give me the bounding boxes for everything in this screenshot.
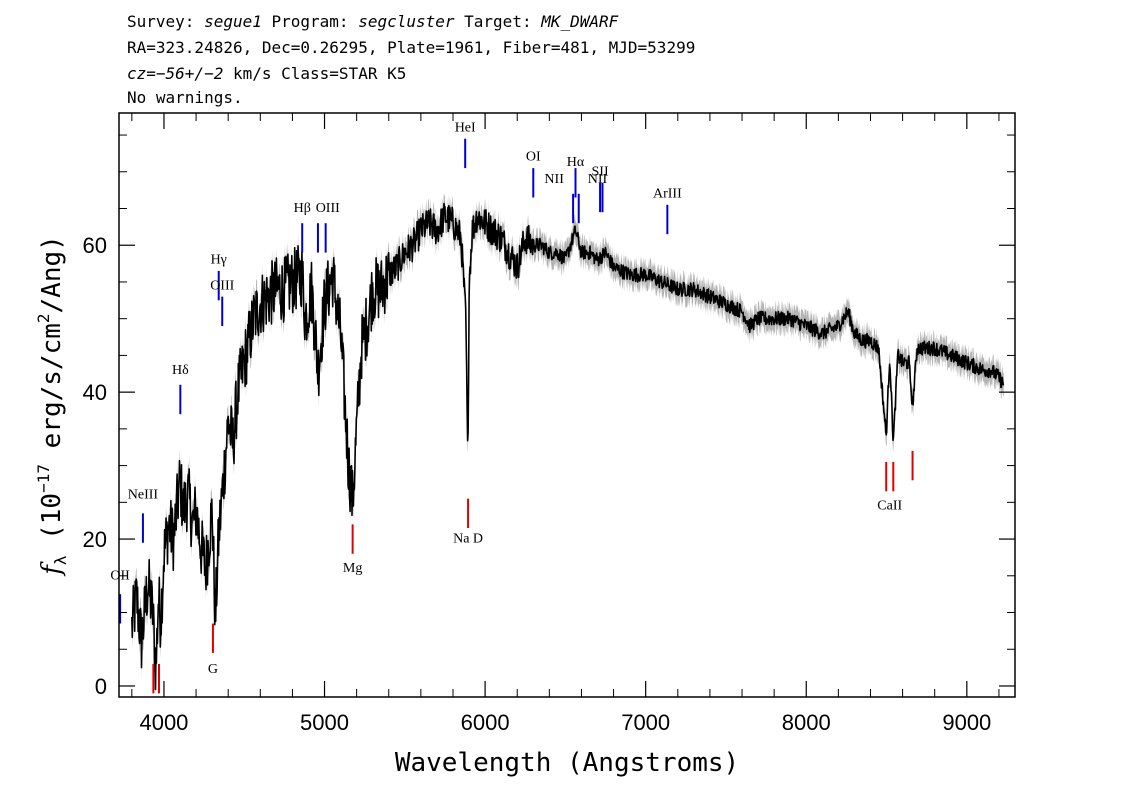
header-line-redshift: cz=−56+/−2 km/s Class=STAR K5 xyxy=(127,64,407,83)
marker-label: CaII xyxy=(877,499,902,514)
error-band xyxy=(131,191,1004,697)
marker-label: Hδ xyxy=(172,363,189,378)
marker-label: OI xyxy=(526,150,541,165)
marker-label: OIII xyxy=(316,201,340,216)
header-line-coordinates: RA=323.24826, Dec=0.26295, Plate=1961, F… xyxy=(127,38,696,57)
x-tick-label: 8000 xyxy=(782,710,831,735)
y-tick-label: 0 xyxy=(95,674,107,699)
x-axis-label: Wavelength (Angstroms) xyxy=(395,748,739,778)
x-tick-label: 6000 xyxy=(461,710,510,735)
x-tick-label: 9000 xyxy=(942,710,991,735)
marker-label: Hα xyxy=(567,155,585,170)
marker-label: Hβ xyxy=(294,201,311,216)
marker-label: Hγ xyxy=(211,253,227,268)
target-name: MK_DWARF xyxy=(541,12,619,31)
marker-label: NeIII xyxy=(128,488,159,503)
marker-label: HeI xyxy=(455,120,476,135)
survey-name: segue1 xyxy=(204,12,262,31)
y-tick-label: 60 xyxy=(83,233,107,258)
marker-label: SII xyxy=(592,164,609,179)
x-tick-label: 4000 xyxy=(139,710,188,735)
header-line-warnings: No warnings. xyxy=(127,88,243,107)
flux-error-band xyxy=(131,191,1004,697)
marker-label: Mg xyxy=(343,561,362,576)
program-name: segcluster xyxy=(358,12,455,31)
marker-label: OIII xyxy=(210,278,234,293)
marker-label: Na D xyxy=(453,532,483,547)
plot-frame xyxy=(118,112,1016,698)
flux-series xyxy=(131,202,1005,691)
header-line-survey: Survey: segue1 Program: segcluster Targe… xyxy=(127,12,619,31)
y-axis-label: fλ (10−17 erg/s/cm2/Ang) xyxy=(34,235,70,577)
y-tick-label: 20 xyxy=(83,527,107,552)
marker-label: NII xyxy=(544,172,564,187)
flux-line xyxy=(131,202,1005,691)
x-tick-label: 7000 xyxy=(621,710,670,735)
axis-ticks: 4000 5000 6000 7000 8000 9000 0 20 40 60 xyxy=(83,113,1015,735)
marker-label: ArIII xyxy=(653,186,682,201)
x-tick-label: 5000 xyxy=(300,710,349,735)
marker-label: G xyxy=(208,662,218,677)
y-tick-label: 40 xyxy=(83,380,107,405)
